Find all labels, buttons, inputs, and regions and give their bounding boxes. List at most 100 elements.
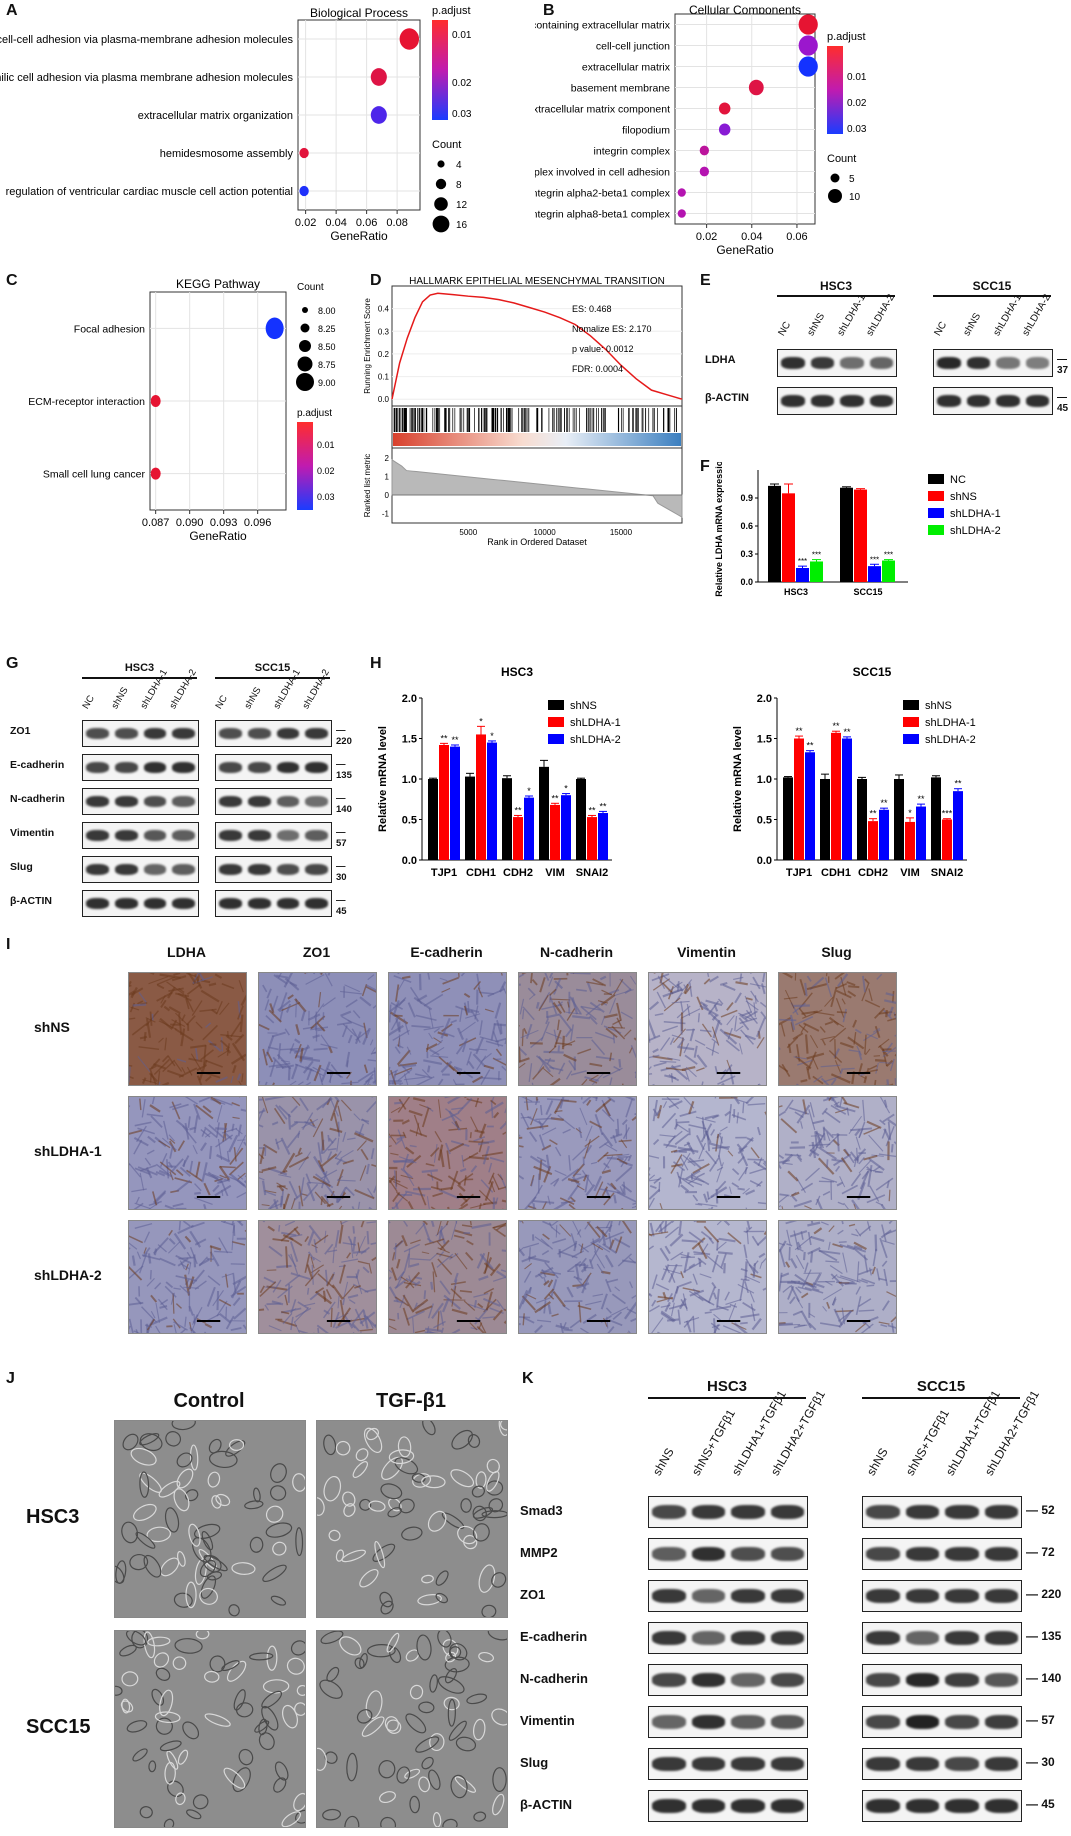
tissue-fiber <box>652 1099 658 1122</box>
tissue-fiber <box>259 1285 265 1294</box>
blot-band <box>691 1505 725 1519</box>
tissue-fiber <box>237 1005 244 1020</box>
cell-outline <box>293 1792 305 1812</box>
tissue-fiber <box>242 1324 246 1331</box>
tissue-fiber <box>129 1265 143 1281</box>
tissue-fiber <box>310 1264 325 1274</box>
color-bar <box>827 46 843 134</box>
tissue-fiber <box>549 1077 561 1085</box>
tissue-fiber <box>720 1082 725 1085</box>
tissue-fiber <box>396 1258 401 1269</box>
tissue-fiber <box>801 1010 818 1015</box>
tissue-fiber <box>396 1049 411 1066</box>
tissue-fiber <box>785 1261 791 1268</box>
blot-membrane <box>215 890 332 917</box>
legend-swatch <box>903 717 919 727</box>
blot-membrane <box>215 856 332 883</box>
tissue-fiber <box>193 1115 199 1134</box>
tissue-fiber <box>609 997 617 1014</box>
blot-band <box>731 1505 765 1519</box>
tissue-fiber <box>583 1262 587 1272</box>
tissue-fiber <box>779 1110 786 1117</box>
tissue-fiber <box>469 1221 472 1226</box>
tissue-fiber <box>554 1169 567 1177</box>
tissue-fiber <box>455 1040 467 1055</box>
tissue-fiber <box>779 1248 786 1268</box>
x-tick-label: SCC15 <box>853 587 882 597</box>
tissue-fiber <box>343 1281 349 1297</box>
tissue-fiber <box>882 1113 895 1123</box>
tissue-fiber <box>853 1032 857 1045</box>
tissue-fiber <box>740 1313 760 1319</box>
tissue-fiber <box>340 1010 352 1017</box>
tissue-fiber <box>731 1168 740 1176</box>
tissue-fiber <box>347 1034 353 1044</box>
cell-outline <box>147 1636 171 1647</box>
legend-swatch <box>903 700 919 710</box>
tissue-fiber <box>304 1120 317 1129</box>
tissue-fiber <box>495 1048 503 1057</box>
significance-star: *** <box>942 809 953 819</box>
tissue-fiber <box>441 987 451 993</box>
tissue-fiber <box>557 1001 564 1007</box>
term-label: cell-cell junction <box>596 41 670 53</box>
tissue-fiber <box>779 1154 785 1160</box>
tissue-fiber <box>841 1097 848 1105</box>
panel-label-d: D <box>370 272 382 289</box>
tissue-fiber <box>856 1156 860 1164</box>
tissue-fiber <box>236 1221 244 1227</box>
cell-outline <box>121 1521 139 1544</box>
tissue-fiber <box>678 1297 687 1310</box>
dot-point <box>699 145 710 156</box>
tissue-fiber <box>351 1028 361 1044</box>
bar <box>868 566 881 582</box>
blot-band <box>905 1547 939 1561</box>
tissue-fiber <box>232 1272 237 1293</box>
tissue-fiber <box>812 1058 819 1070</box>
tissue-fiber <box>306 1264 314 1280</box>
rank-color-strip <box>393 433 681 446</box>
cell-outline <box>356 1709 373 1724</box>
tissue-fiber <box>697 1257 707 1266</box>
tissue-fiber <box>853 1203 857 1209</box>
tissue-fiber <box>342 1131 347 1142</box>
tissue-fiber <box>448 1127 468 1131</box>
tissue-fiber <box>492 1309 503 1321</box>
tissue-fiber <box>607 1026 626 1029</box>
tissue-fiber <box>172 1293 175 1314</box>
phase-background <box>317 1631 507 1827</box>
tissue-fiber <box>818 1249 838 1262</box>
tissue-fiber <box>840 1157 853 1173</box>
phase-row-label: HSC3 <box>26 1506 80 1528</box>
tissue-fiber <box>607 1326 615 1333</box>
ihc-micrograph <box>128 1220 247 1334</box>
tissue-fiber <box>780 1118 798 1134</box>
tissue-fiber <box>856 1045 862 1056</box>
bar <box>539 766 549 860</box>
tissue-fiber <box>598 1188 621 1194</box>
tissue-fiber <box>683 1252 690 1274</box>
blot-membrane <box>215 822 332 849</box>
blot-membrane <box>648 1790 808 1822</box>
tissue-fiber <box>204 1075 212 1082</box>
cell-outline <box>366 1427 379 1441</box>
tissue-fiber <box>519 1289 529 1310</box>
tissue-fiber <box>611 1306 629 1316</box>
blot-band <box>691 1757 725 1771</box>
tissue-fiber <box>538 1134 546 1150</box>
tissue-fiber <box>523 1270 532 1283</box>
cell-outline <box>427 1510 447 1532</box>
tissue-fiber <box>688 1100 695 1115</box>
x-axis-label: Rank in Ordered Dataset <box>487 537 587 545</box>
tissue-fiber <box>408 1248 411 1268</box>
tissue-fiber <box>846 1107 850 1116</box>
tissue-fiber <box>654 1012 664 1017</box>
tissue-fiber <box>280 1188 285 1206</box>
tissue-fiber <box>846 1244 867 1253</box>
tissue-fiber <box>882 1050 896 1053</box>
tissue-fiber <box>613 1194 617 1204</box>
tissue-fiber <box>342 1023 357 1037</box>
bar <box>782 493 795 582</box>
tissue-fiber <box>273 974 288 985</box>
tissue-fiber <box>600 993 616 1006</box>
